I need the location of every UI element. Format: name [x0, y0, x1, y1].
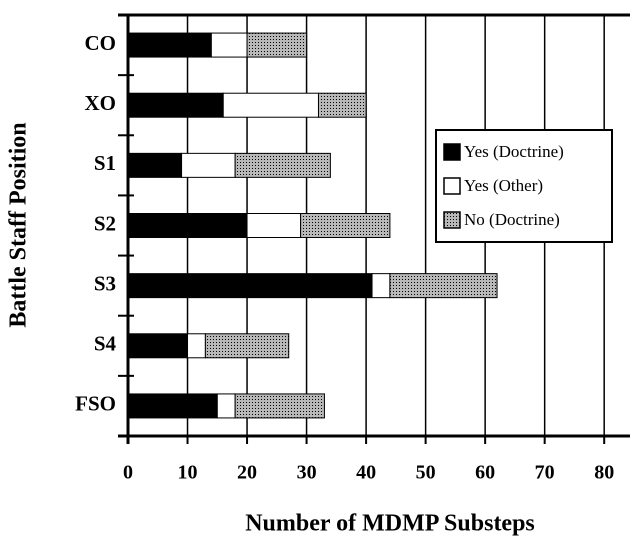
y-tick-label: CO [85, 31, 117, 55]
bar-segment [389, 273, 498, 299]
legend-swatch [443, 143, 461, 161]
bar-segment [127, 213, 248, 238]
y-tick-label: S3 [94, 271, 116, 295]
y-tick-label: S4 [94, 332, 117, 356]
bar-segment [210, 32, 248, 58]
bar-segment [222, 92, 319, 118]
x-tick-label: 20 [237, 462, 257, 484]
bar-segment [127, 333, 189, 359]
bar-segment [234, 393, 325, 419]
bar-segment [181, 152, 236, 178]
x-tick-label: 40 [356, 462, 376, 484]
x-tick-label: 10 [178, 462, 198, 484]
bar-segment [127, 273, 373, 299]
bar-segment [300, 213, 391, 238]
y-tick-label: FSO [75, 392, 116, 416]
legend-swatch [443, 177, 461, 195]
bar-segment [246, 32, 308, 58]
y-tick-label: S1 [94, 151, 116, 175]
bar-segment [127, 32, 212, 58]
legend-swatch [443, 211, 461, 229]
legend-label: Yes (Other) [464, 176, 543, 195]
bar-segment [246, 213, 302, 238]
bar-segment [371, 273, 391, 299]
bar-segment [127, 393, 218, 419]
x-tick-label: 80 [594, 462, 614, 484]
y-tick-label: XO [85, 91, 117, 115]
bar-segment [216, 393, 236, 419]
x-tick-label: 60 [475, 462, 495, 484]
bar-segment [317, 92, 367, 118]
bar-segment [127, 92, 224, 118]
legend-box [435, 129, 613, 243]
x-tick-label: 30 [297, 462, 317, 484]
x-tick-label: 70 [535, 462, 555, 484]
bar-segment [127, 152, 183, 178]
bar-segment [204, 333, 290, 359]
legend-label: No (Doctrine) [464, 210, 560, 229]
x-axis-label: Number of MDMP Substeps [245, 511, 535, 537]
y-axis-label: Battle Staff Position [6, 122, 32, 327]
legend-label: Yes (Doctrine) [464, 142, 564, 161]
x-tick-label: 0 [123, 462, 133, 484]
bar-segment [234, 152, 331, 178]
bar-segment [187, 333, 206, 359]
x-tick-label: 50 [416, 462, 436, 484]
y-tick-label: S2 [94, 211, 116, 235]
